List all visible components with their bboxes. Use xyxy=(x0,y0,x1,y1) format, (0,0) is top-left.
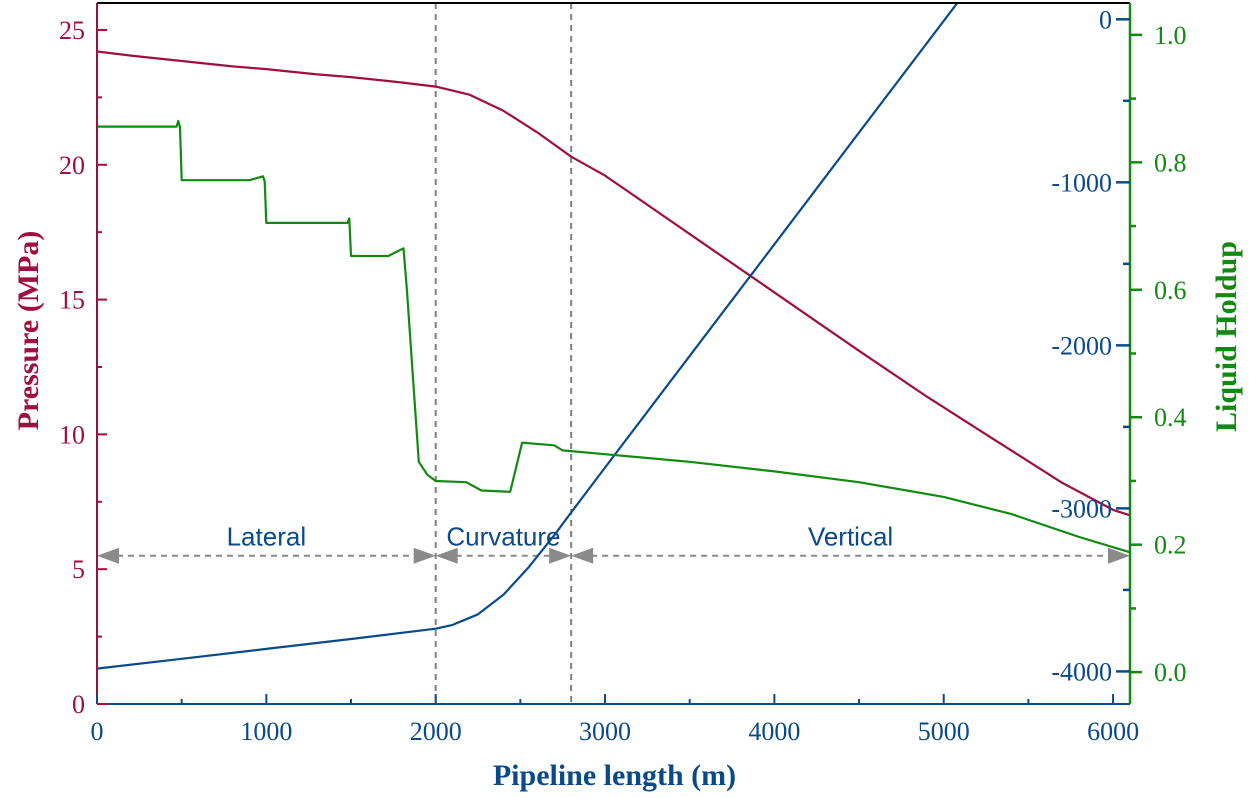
guide-layer: Lateral Curvature Vertical xyxy=(97,3,1130,704)
holdup-tick-label-2: 0.4 xyxy=(1154,403,1187,432)
depth-tick-label--3000: -3000 xyxy=(1051,494,1112,523)
x-axis-title: Pipeline length (m) xyxy=(493,759,736,792)
region-arrowhead-left-3 xyxy=(571,547,594,564)
depth-tick-label-0: 0 xyxy=(1099,5,1112,34)
region-arrowhead-right-1 xyxy=(413,547,436,564)
x-tick-label-2000: 2000 xyxy=(410,717,462,746)
region-arrowhead-right-3 xyxy=(1108,547,1130,564)
x-tick-label-6000: 6000 xyxy=(1087,717,1139,746)
series-line-depth xyxy=(97,3,959,670)
x-tick-label-3000: 3000 xyxy=(579,717,631,746)
left-y-tick-label-10: 10 xyxy=(59,420,85,449)
region-label-curvature: Curvature xyxy=(446,522,560,552)
region-arrowhead-left-1 xyxy=(97,547,119,564)
axis-layer: 0 1000 2000 3000 4000 5000 6000 0 5 10 15 20 25 0 -100… xyxy=(59,2,1187,746)
series-line-pressure xyxy=(97,50,1130,517)
left-y-tick-label-5: 5 xyxy=(72,555,85,584)
right-y-axis-title: Liquid Holdup xyxy=(1210,241,1243,432)
depth-tick-label--4000: -4000 xyxy=(1051,657,1112,686)
region-arrowhead-right-2 xyxy=(549,547,572,564)
region-arrowhead-left-2 xyxy=(435,547,458,564)
region-label-lateral: Lateral xyxy=(227,522,307,552)
holdup-tick-label-0: 0.0 xyxy=(1154,658,1187,687)
series-line-liquid-holdup xyxy=(97,119,1130,554)
left-y-tick-label-25: 25 xyxy=(59,16,85,45)
x-tick-label-4000: 4000 xyxy=(748,717,800,746)
left-y-tick-label-0: 0 xyxy=(72,690,85,719)
holdup-tick-label-3: 0.6 xyxy=(1154,276,1187,305)
region-label-vertical: Vertical xyxy=(808,522,893,552)
x-tick-label-5000: 5000 xyxy=(918,717,970,746)
label-layer: Pipeline length (m) Pressure (MPa) Liqui… xyxy=(12,231,1243,792)
x-tick-label-1000: 1000 xyxy=(240,717,292,746)
x-tick-label-0: 0 xyxy=(91,717,104,746)
holdup-tick-label-1: 0.2 xyxy=(1154,531,1187,560)
depth-tick-label--1000: -1000 xyxy=(1051,168,1112,197)
series-layer xyxy=(97,3,1130,670)
holdup-tick-label-5: 1.0 xyxy=(1154,21,1187,50)
holdup-tick-label-4: 0.8 xyxy=(1154,148,1187,177)
left-y-axis-title: Pressure (MPa) xyxy=(12,231,45,431)
left-y-tick-label-15: 15 xyxy=(59,286,85,315)
left-y-tick-label-20: 20 xyxy=(59,151,85,180)
depth-tick-label--2000: -2000 xyxy=(1051,331,1112,360)
